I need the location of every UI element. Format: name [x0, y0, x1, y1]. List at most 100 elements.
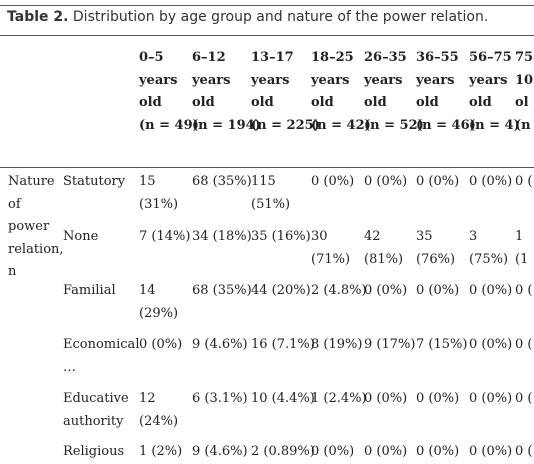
- table-cell-r3-c8-line-1: 0 (: [515, 283, 533, 298]
- table-cell-r2-c6-line-1: 35: [416, 229, 433, 244]
- column-header-3-line-1: 13–17: [251, 50, 294, 65]
- table-cell-r6-c6-line-1: 0 (0%): [416, 444, 460, 459]
- column-header-6-line-1: 36–55: [416, 50, 459, 65]
- row-label-4-line-2: …: [63, 359, 76, 375]
- row-label-1-line-1: Statutory: [63, 174, 126, 189]
- table-cell-r1-c8-line-1: 0 (: [515, 174, 533, 189]
- table-cell-r6-c5-line-1: 0 (0%): [364, 444, 408, 459]
- column-header-5-line-2: years: [364, 72, 403, 88]
- column-header-5-line-4: (n = 52): [364, 117, 424, 133]
- table-cell-r6-c8-line-1: 0 (: [515, 444, 533, 459]
- table-cell-r3-c3-line-1: 44 (20%): [251, 283, 311, 298]
- table-cell-r3-c1-line-2: (29%): [139, 305, 179, 321]
- column-header-7-line-4: (n = 4): [469, 117, 520, 133]
- table-cell-r4-c8-line-1: 0 (: [515, 337, 533, 352]
- table-caption-text: Distribution by age group and nature of …: [68, 9, 489, 25]
- table-cell-r5-c1-line-2: (24%): [139, 413, 179, 429]
- group-label-line-2: of: [8, 196, 21, 212]
- table-caption: Table 2. Distribution by age group and n…: [7, 9, 488, 25]
- table-cell-r5-c5-line-1: 0 (0%): [364, 391, 408, 406]
- table-cell-r3-c5-line-1: 0 (0%): [364, 283, 408, 298]
- table-cell-r1-c7-line-1: 0 (0%): [469, 174, 513, 189]
- table-cell-r2-c5-line-1: 42: [364, 229, 381, 244]
- table-cell-r2-c5-line-2: (81%): [364, 251, 404, 267]
- table-cell-r2-c7-line-2: (75%): [469, 251, 509, 267]
- column-header-7-line-3: old: [469, 95, 492, 110]
- table-cell-r1-c2-line-1: 68 (35%): [192, 174, 252, 189]
- column-header-1-line-3: old: [139, 95, 162, 110]
- table-cell-r6-c1-line-1: 1 (2%): [139, 444, 183, 459]
- column-header-7-line-1: 56–75: [469, 50, 512, 65]
- column-header-5-line-3: old: [364, 95, 387, 110]
- table-cell-r1-c3-line-1: 115: [251, 174, 276, 189]
- column-header-1-line-1: 0–5: [139, 50, 164, 65]
- table-cell-r3-c4-line-1: 2 (4.8%): [311, 283, 367, 298]
- group-label-line-1: Nature: [8, 174, 55, 189]
- column-header-4-line-2: years: [311, 72, 350, 88]
- table-cell-r4-c4-line-1: 8 (19%): [311, 337, 363, 352]
- table-cell-r5-c6-line-1: 0 (0%): [416, 391, 460, 406]
- table-cell-r3-c6-line-1: 0 (0%): [416, 283, 460, 298]
- table-cell-r1-c4-line-1: 0 (0%): [311, 174, 355, 189]
- table-cell-r4-c3-line-1: 16 (7.1%): [251, 337, 315, 352]
- column-header-2-line-3: old: [192, 95, 215, 110]
- table-top-rule: [0, 5, 534, 6]
- column-header-8-line-1: 75–: [515, 50, 534, 65]
- table-cell-r1-c3-line-2: (51%): [251, 196, 291, 212]
- table-cell-r2-c4-line-1: 30: [311, 229, 328, 244]
- table-cell-r2-c7-line-1: 3: [469, 229, 478, 244]
- table-cell-r2-c1-line-1: 7 (14%): [139, 229, 191, 244]
- table-cell-r3-c1-line-1: 14: [139, 283, 156, 298]
- column-header-3-line-4: (n = 225): [251, 117, 320, 133]
- column-header-4-line-3: old: [311, 95, 334, 110]
- table-cell-r5-c7-line-1: 0 (0%): [469, 391, 513, 406]
- table-cell-r5-c1-line-1: 12: [139, 391, 156, 406]
- group-label-line-5: n: [8, 264, 17, 279]
- table-cell-r3-c7-line-1: 0 (0%): [469, 283, 513, 298]
- table-cell-r5-c8-line-1: 0 (: [515, 391, 533, 406]
- table-cell-r2-c8-line-1: 1: [515, 229, 524, 244]
- column-header-5-line-1: 26–35: [364, 50, 407, 65]
- row-label-3-line-1: Familial: [63, 283, 116, 298]
- table-cell-r4-c6-line-1: 7 (15%): [416, 337, 468, 352]
- table-cell-r3-c2-line-1: 68 (35%): [192, 283, 252, 298]
- column-header-8-line-2: 10: [515, 72, 534, 88]
- column-header-3-line-3: old: [251, 95, 274, 110]
- table-cell-r1-c1-line-2: (31%): [139, 196, 179, 212]
- table-cell-r2-c6-line-2: (76%): [416, 251, 456, 267]
- table-cell-r4-c2-line-1: 9 (4.6%): [192, 337, 248, 352]
- table-cell-r1-c6-line-1: 0 (0%): [416, 174, 460, 189]
- table-cell-r2-c3-line-1: 35 (16%): [251, 229, 311, 244]
- column-header-4-line-1: 18–25: [311, 50, 354, 65]
- column-header-6-line-3: old: [416, 95, 439, 110]
- row-label-4-line-1: Economical: [63, 337, 140, 352]
- column-header-8-line-3: ol: [515, 95, 529, 110]
- table-cell-r2-c8-line-2: (1: [515, 251, 529, 267]
- table-caption-label: Table 2.: [7, 9, 69, 25]
- table-cell-r6-c7-line-1: 0 (0%): [469, 444, 513, 459]
- row-label-5-line-2: authority: [63, 413, 124, 429]
- table-header-rule: [0, 35, 534, 36]
- table-cell-r5-c3-line-1: 10 (4.4%): [251, 391, 315, 406]
- column-header-2-line-1: 6–12: [192, 50, 226, 65]
- row-label-5-line-1: Educative: [63, 391, 129, 406]
- column-header-7-line-2: years: [469, 72, 508, 88]
- table-cell-r1-c5-line-1: 0 (0%): [364, 174, 408, 189]
- table-body-rule: [0, 167, 534, 168]
- column-header-4-line-4: (n = 42): [311, 117, 371, 133]
- column-header-2-line-2: years: [192, 72, 231, 88]
- row-label-6-line-1: Religious: [63, 444, 125, 459]
- table-cell-r5-c4-line-1: 1 (2.4%): [311, 391, 367, 406]
- column-header-3-line-2: years: [251, 72, 290, 88]
- group-label-line-3: power: [8, 219, 50, 234]
- column-header-2-line-4: (n = 194): [192, 117, 261, 133]
- table-cell-r6-c2-line-1: 9 (4.6%): [192, 444, 248, 459]
- column-header-1-line-2: years: [139, 72, 178, 88]
- row-label-2-line-1: None: [63, 229, 99, 244]
- table-cell-r6-c3-line-1: 2 (0.89%): [251, 444, 315, 459]
- table-cell-r4-c7-line-1: 0 (0%): [469, 337, 513, 352]
- column-header-1-line-4: (n = 49): [139, 117, 199, 133]
- table-cell-r6-c4-line-1: 0 (0%): [311, 444, 355, 459]
- group-label-line-4: relation,: [8, 241, 64, 257]
- table-cell-r4-c5-line-1: 9 (17%): [364, 337, 416, 352]
